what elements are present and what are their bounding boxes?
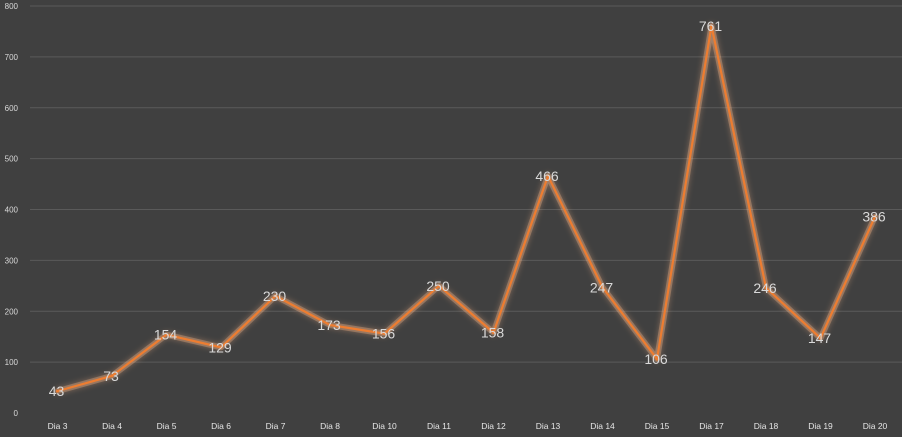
data-point xyxy=(710,24,713,28)
data-label: 761 xyxy=(699,18,723,34)
data-point xyxy=(492,331,495,335)
data-label: 466 xyxy=(535,168,559,184)
x-tick-label: Dia 14 xyxy=(590,421,615,431)
x-tick-label: Dia 3 xyxy=(48,421,68,431)
data-point xyxy=(655,357,659,361)
data-label: 230 xyxy=(263,288,287,304)
data-point xyxy=(383,332,386,336)
series-line xyxy=(56,24,877,393)
y-tick-label: 100 xyxy=(5,358,19,367)
data-point xyxy=(274,294,277,298)
x-tick-label: Dia 17 xyxy=(699,421,724,431)
gridlines xyxy=(30,5,902,363)
x-tick-label: Dia 7 xyxy=(266,421,286,431)
y-tick-label: 700 xyxy=(5,53,19,62)
y-tick-label: 300 xyxy=(5,256,19,265)
x-tick-label: Dia 19 xyxy=(808,421,833,431)
data-point xyxy=(546,174,550,178)
x-tick-label: Dia 11 xyxy=(427,421,451,431)
x-axis-ticks: Dia 3 Dia 4 Dia 5 Dia 6 Dia 7 Dia 8 Dia 10 Dia … xyxy=(48,421,888,431)
data-point xyxy=(56,389,59,393)
data-label: 386 xyxy=(862,209,886,225)
data-point xyxy=(601,285,604,289)
data-label: 154 xyxy=(154,327,178,343)
data-point xyxy=(764,286,768,290)
series-line-glow xyxy=(54,22,878,395)
data-label: 158 xyxy=(481,325,505,341)
data-label: 156 xyxy=(372,326,396,342)
data-label: 246 xyxy=(753,280,777,296)
data-point xyxy=(819,336,822,340)
data-point xyxy=(873,215,877,219)
data-point xyxy=(219,345,223,349)
data-label: 250 xyxy=(426,278,450,294)
data-label: 73 xyxy=(103,368,119,384)
x-tick-label: Dia 12 xyxy=(481,421,506,431)
y-axis-ticks: 0 100 200 300 400 500 600 700 800 xyxy=(5,2,19,418)
x-tick-label: Dia 10 xyxy=(372,421,397,431)
y-tick-label: 500 xyxy=(5,155,19,164)
x-tick-label: Dia 6 xyxy=(211,421,231,431)
data-point xyxy=(165,333,168,337)
data-label: 247 xyxy=(590,279,614,295)
data-label: 173 xyxy=(317,317,341,333)
x-tick-label: Dia 20 xyxy=(863,421,888,431)
series-line xyxy=(54,22,878,395)
data-label: 129 xyxy=(208,339,232,355)
data-point xyxy=(110,374,114,378)
x-tick-label: Dia 18 xyxy=(754,421,779,431)
x-tick-label: Dia 13 xyxy=(536,421,561,431)
data-labels: 43 73 154 129 230 173 156 250 158 466 247 106 761 246… xyxy=(49,18,886,399)
data-label: 147 xyxy=(808,330,832,346)
y-tick-label: 400 xyxy=(5,206,19,215)
data-label: 43 xyxy=(49,383,65,399)
x-tick-label: Dia 5 xyxy=(157,421,177,431)
x-tick-label: Dia 4 xyxy=(102,421,122,431)
x-tick-label: Dia 15 xyxy=(645,421,670,431)
y-tick-label: 0 xyxy=(14,409,19,418)
data-label: 106 xyxy=(644,351,668,367)
y-tick-label: 200 xyxy=(5,307,19,316)
data-point xyxy=(328,323,332,327)
x-tick-label: Dia 8 xyxy=(320,421,340,431)
data-point xyxy=(437,284,441,288)
y-tick-label: 800 xyxy=(5,2,19,11)
y-tick-label: 600 xyxy=(5,104,19,113)
